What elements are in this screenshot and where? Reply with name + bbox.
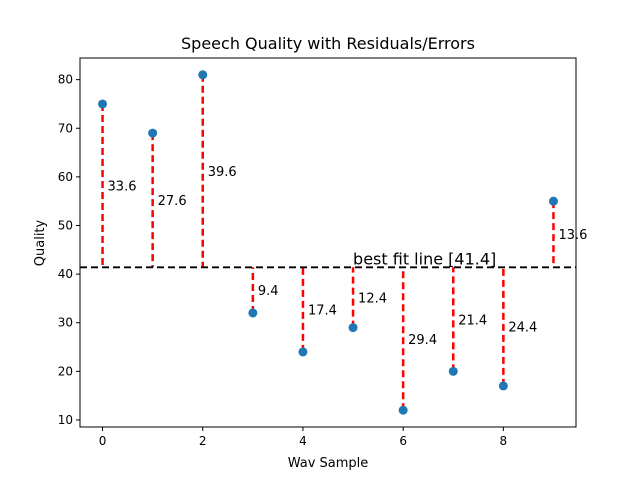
best-fit-label: best fit line [41.4]: [353, 249, 496, 268]
data-point: [248, 308, 258, 318]
y-axis-label: Quality: [33, 219, 48, 266]
residual-label: 33.6: [108, 180, 137, 195]
residual-label: 21.4: [458, 313, 487, 328]
data-point: [548, 196, 558, 206]
y-tick-label: 50: [58, 218, 73, 232]
data-point: [298, 347, 308, 357]
chart-title: Speech Quality with Residuals/Errors: [181, 34, 475, 53]
plot-area: 33.6 27.6 39.6 9.4 17.4 12.4 29.4 21.4 24.4 13.6 b…: [58, 57, 587, 448]
y-tick-label: 10: [58, 413, 73, 427]
residual-label: 27.6: [158, 194, 187, 209]
residual-label: 13.6: [558, 228, 587, 243]
y-tick-label: 70: [58, 121, 73, 135]
y-tick-label: 40: [58, 267, 73, 281]
x-tick-label: 8: [500, 434, 508, 448]
residual-label: 39.6: [208, 165, 237, 180]
x-tick-label: 6: [399, 434, 407, 448]
residual-label: 29.4: [408, 333, 437, 348]
data-point: [148, 128, 158, 138]
x-tick-label: 0: [99, 434, 107, 448]
x-tick-label: 4: [299, 434, 307, 448]
data-point: [348, 323, 358, 333]
data-point: [498, 381, 508, 391]
residual-label: 9.4: [258, 284, 279, 299]
data-point: [98, 99, 108, 109]
data-point: [198, 70, 208, 80]
x-axis-label: Wav Sample: [288, 456, 369, 471]
x-tick-label: 2: [199, 434, 207, 448]
y-tick-label: 20: [58, 364, 73, 378]
residual-label: 24.4: [508, 321, 537, 336]
residual-label: 12.4: [358, 291, 387, 306]
plot-frame: [79, 57, 577, 428]
residual-label: 17.4: [308, 304, 337, 319]
y-tick-label: 60: [58, 170, 73, 184]
y-tick-label: 80: [58, 73, 73, 87]
data-point: [398, 405, 408, 415]
data-point: [448, 366, 458, 376]
y-tick-label: 30: [58, 316, 73, 330]
